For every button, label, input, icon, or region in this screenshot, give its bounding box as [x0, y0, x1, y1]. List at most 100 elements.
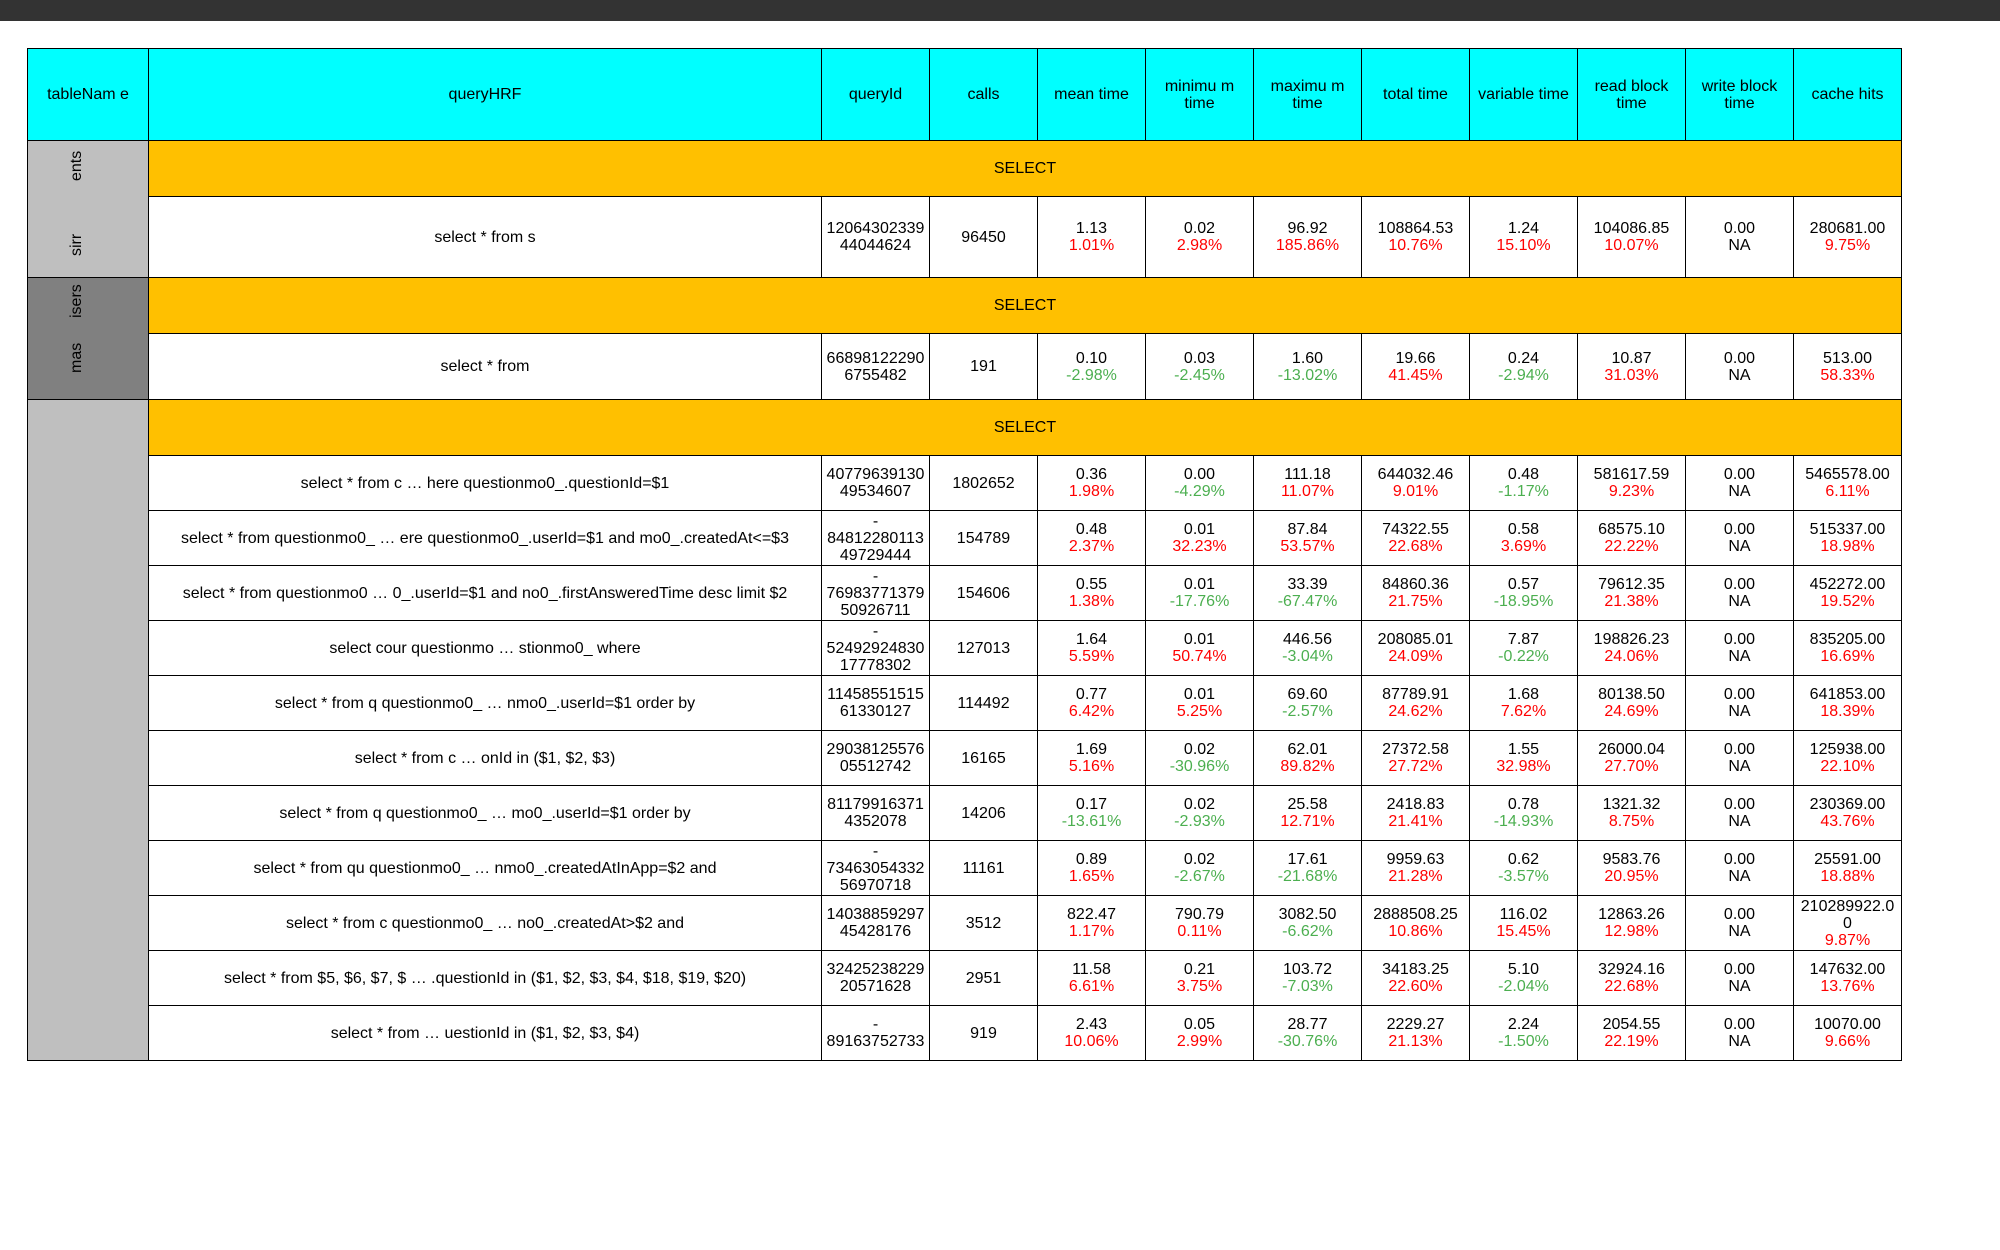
metric-min: 0.01 5.25% — [1145, 675, 1254, 731]
table-row[interactable]: select * from $5, $6, $7, $ … .questionI… — [28, 950, 1902, 1006]
metric-value: 74322.55 — [1382, 521, 1449, 538]
metric-value: 210289922.0 0 — [1800, 897, 1895, 932]
metric-value: 0.00 — [1723, 961, 1756, 978]
metric-change: -30.76% — [1277, 1033, 1338, 1050]
metric-change: 32.98% — [1496, 758, 1551, 775]
metric-min: 0.02 2.98% — [1145, 196, 1254, 278]
metric-value: 5.10 — [1507, 961, 1540, 978]
metric-cache: 5465578.00 6.11% — [1793, 455, 1902, 511]
metric-change: 18.39% — [1820, 703, 1875, 720]
metric-change: -6.62% — [1282, 923, 1333, 940]
table-row[interactable]: select * from c … onId in ($1, $2, $3) 29… — [28, 730, 1902, 786]
metric-read: 581617.59 9.23% — [1577, 455, 1686, 511]
table-row[interactable]: select cour questionmo … stionmo0_ where… — [28, 620, 1902, 676]
table-row[interactable]: select * from questionmo0_ … ere questio… — [28, 510, 1902, 566]
metric-change: NA — [1728, 813, 1751, 830]
metric-value: 0.00 — [1723, 851, 1756, 868]
section-row: SELECT — [27, 399, 1902, 1061]
metric-value: 0.02 — [1183, 741, 1216, 758]
metric-mean: 0.89 1.65% — [1037, 840, 1146, 896]
metric-mean: 1.69 5.16% — [1037, 730, 1146, 786]
metric-change: -18.95% — [1493, 593, 1554, 610]
metric-change: 0.11% — [1177, 923, 1222, 940]
metric-mean: 1.64 5.59% — [1037, 620, 1146, 676]
table-row[interactable]: select * from 66898122290 6755482 191 0.10-… — [28, 333, 1902, 400]
metric-min: 0.02 -2.67% — [1145, 840, 1254, 896]
metric-change: 13.76% — [1820, 978, 1875, 995]
table-row[interactable]: select * from q questionmo0_ … mo0_.user… — [28, 785, 1902, 841]
metric-change: 9.87% — [1824, 931, 1871, 949]
table-row[interactable]: select * from … uestionId in ($1, $2, $3… — [28, 1005, 1902, 1061]
metric-change: 50.74% — [1172, 648, 1227, 665]
calls-value: 96450 — [929, 196, 1038, 278]
metric-cache: 515337.00 18.98% — [1793, 510, 1902, 566]
metric-change: 19.52% — [1820, 593, 1875, 610]
column-header[interactable]: mean time — [1037, 48, 1146, 141]
calls-value: 14206 — [929, 785, 1038, 841]
table-row[interactable]: select * from questionmo0 … 0_.userId=$1… — [28, 565, 1902, 621]
metric-change: -14.93% — [1493, 813, 1554, 830]
table-name-label: ents — [68, 150, 85, 181]
metric-variable: 2.24 -1.50% — [1469, 1005, 1578, 1061]
calls-value: 3512 — [929, 895, 1038, 951]
metric-value: 0.58 — [1507, 521, 1540, 538]
metric-min: 0.00 -4.29% — [1145, 455, 1254, 511]
metric-mean: 0.77 6.42% — [1037, 675, 1146, 731]
metric-value: 125938.00 — [1809, 741, 1886, 758]
metric-value: 0.78 — [1507, 796, 1540, 813]
metric-change: 2.98% — [1176, 237, 1223, 254]
table-row[interactable]: select * from c … here questionmo0_.ques… — [28, 455, 1902, 511]
metric-change: 21.38% — [1604, 593, 1659, 610]
metric-change: 22.68% — [1604, 978, 1659, 995]
metric-value: 103.72 — [1283, 961, 1332, 978]
metric-value: 0.77 — [1075, 686, 1108, 703]
metric-change: 6.61% — [1068, 978, 1115, 995]
metric-cache: 835205.00 16.69% — [1793, 620, 1902, 676]
metric-value: 1.13 — [1075, 220, 1108, 237]
metric-value: 7.87 — [1507, 631, 1540, 648]
metric-total: 34183.25 22.60% — [1361, 950, 1470, 1006]
metric-value: 1.64 — [1075, 631, 1108, 648]
metric-change: 8.75% — [1608, 813, 1655, 830]
column-header[interactable]: minimu m time — [1145, 48, 1254, 141]
metric-change: 20.95% — [1604, 868, 1659, 885]
column-header[interactable]: total time — [1361, 48, 1470, 141]
query-text: select * from … uestionId in ($1, $2, $3… — [148, 1005, 822, 1061]
column-header[interactable]: tableNam e — [27, 48, 149, 141]
metric-change: 53.57% — [1280, 538, 1335, 555]
table-row[interactable]: select * from s 12064302339 44044624 96450… — [28, 196, 1902, 278]
query-id: - 84812280113 49729444 — [821, 510, 930, 566]
table-row[interactable]: select * from q questionmo0_ … nmo0_.use… — [28, 675, 1902, 731]
table-row[interactable]: select * from c questionmo0_ … no0_.crea… — [28, 895, 1902, 951]
metric-value: 87.84 — [1287, 521, 1328, 538]
metric-variable: 116.02 15.45% — [1469, 895, 1578, 951]
metric-change: 21.75% — [1388, 593, 1443, 610]
metric-mean: 11.58 6.61% — [1037, 950, 1146, 1006]
metric-value: 0.00 — [1723, 576, 1756, 593]
column-header[interactable]: maximu m time — [1253, 48, 1362, 141]
metric-value: 111.18 — [1284, 466, 1331, 483]
column-header[interactable]: read block time — [1577, 48, 1686, 141]
column-header[interactable]: queryHRF — [148, 48, 822, 141]
metric-change: 1.65% — [1068, 868, 1115, 885]
metric-change: -4.29% — [1174, 483, 1225, 500]
column-header[interactable]: calls — [929, 48, 1038, 141]
metric-change: 22.19% — [1604, 1033, 1659, 1050]
metric-change: 3.75% — [1176, 978, 1223, 995]
metric-value: 0.00 — [1723, 906, 1756, 923]
column-header[interactable]: queryId — [821, 48, 930, 141]
column-header[interactable]: cache hits — [1793, 48, 1902, 141]
metric-cache: 125938.00 22.10% — [1793, 730, 1902, 786]
metric-write: 0.00 NA — [1685, 785, 1794, 841]
metric-value: 26000.04 — [1598, 741, 1665, 758]
column-header[interactable]: variable time — [1469, 48, 1578, 141]
metric-min: 0.01 50.74% — [1145, 620, 1254, 676]
table-row[interactable]: select * from qu questionmo0_ … nmo0_.cr… — [28, 840, 1902, 896]
column-header[interactable]: write block time — [1685, 48, 1794, 141]
metric-write: 0.00 NA — [1685, 730, 1794, 786]
metric-total: 19.66 41.45% — [1361, 333, 1470, 400]
metric-change: NA — [1728, 1033, 1751, 1050]
metric-change: 9.01% — [1392, 483, 1439, 500]
metric-cache: 25591.00 18.88% — [1793, 840, 1902, 896]
metric-value: 116.02 — [1499, 906, 1548, 923]
